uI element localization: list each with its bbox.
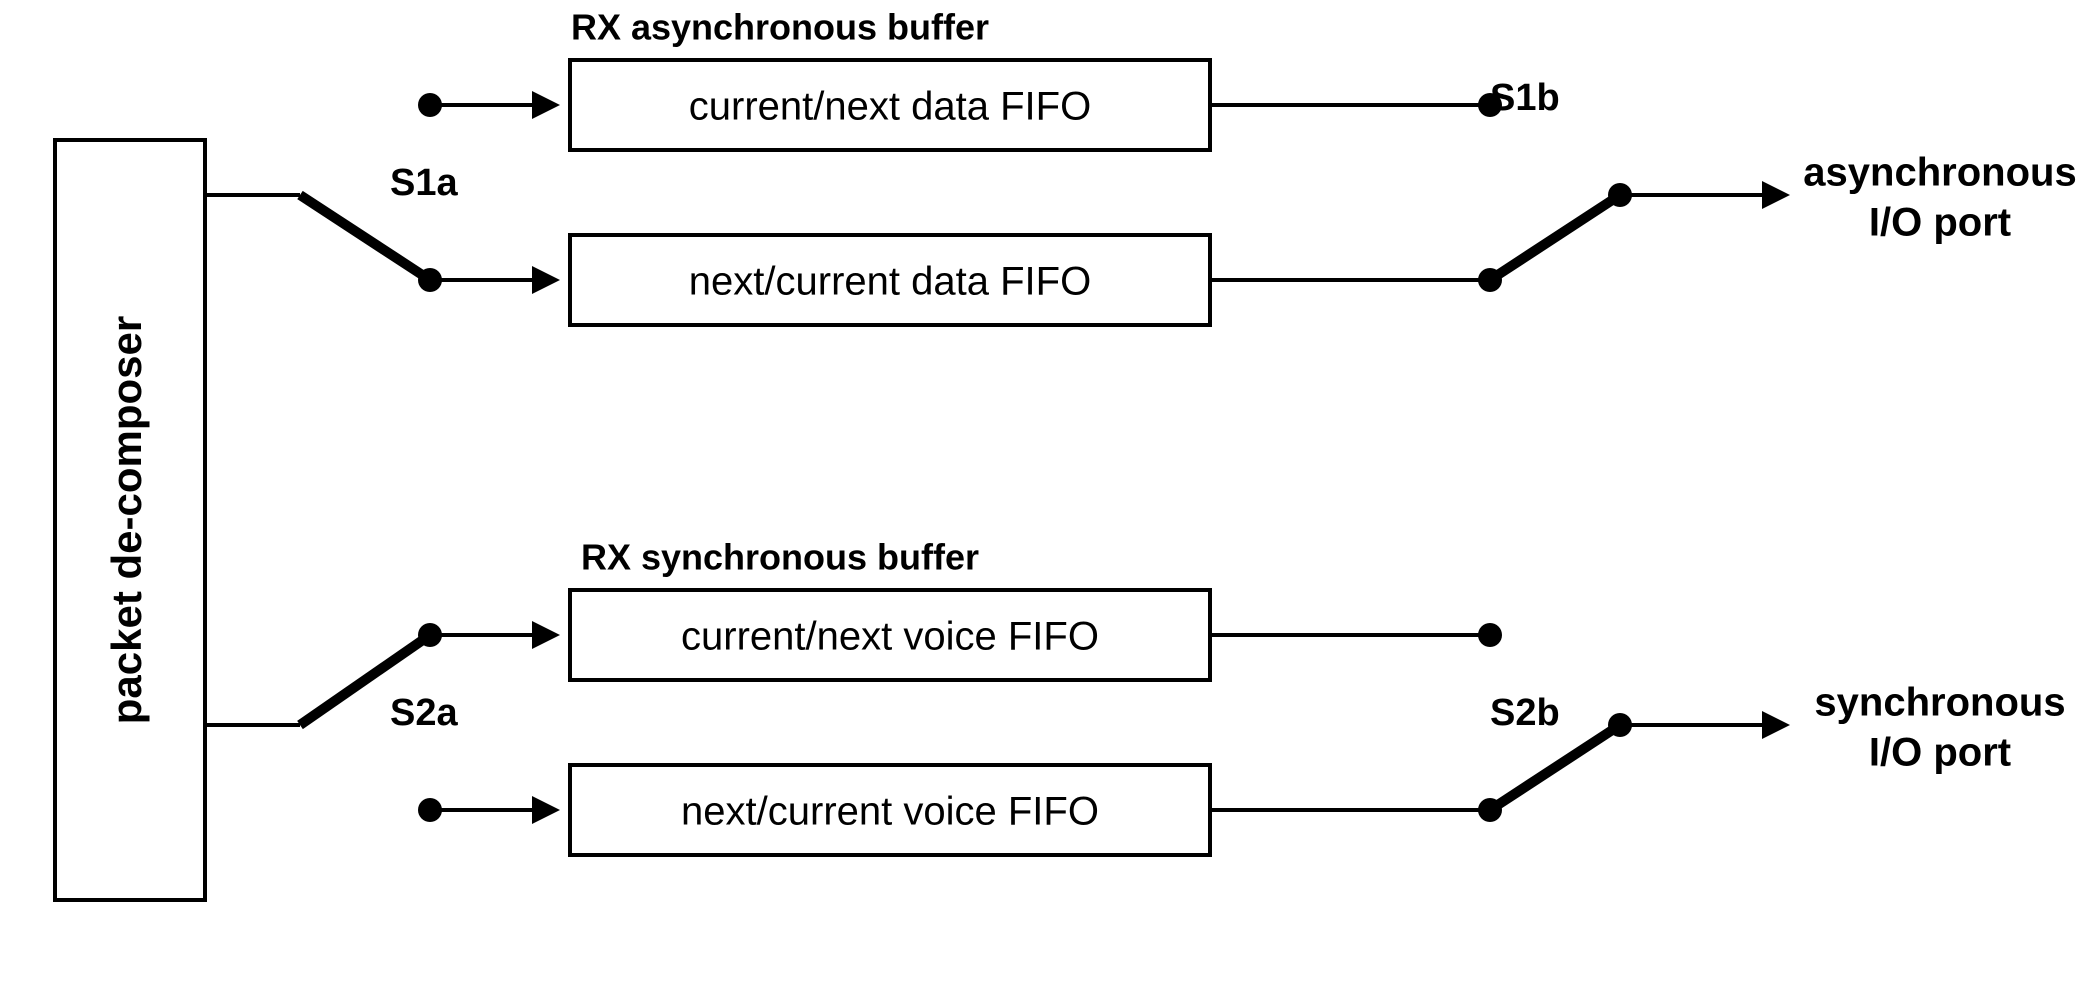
svg-text:next/current voice FIFO: next/current voice FIFO: [681, 790, 1099, 834]
svg-text:next/current data FIFO: next/current data FIFO: [689, 260, 1091, 304]
svg-text:I/O port: I/O port: [1869, 201, 2011, 245]
svg-text:I/O port: I/O port: [1869, 731, 2011, 775]
svg-text:S1b: S1b: [1490, 77, 1560, 119]
svg-text:RX asynchronous buffer: RX asynchronous buffer: [571, 7, 989, 48]
svg-text:S2a: S2a: [390, 692, 458, 734]
svg-text:current/next voice FIFO: current/next voice FIFO: [681, 615, 1099, 659]
svg-text:S1a: S1a: [390, 162, 458, 204]
packet-decomposer-label: packet de-composer: [103, 316, 150, 724]
svg-text:S2b: S2b: [1490, 692, 1560, 734]
svg-text:current/next data FIFO: current/next data FIFO: [689, 85, 1091, 129]
svg-text:RX synchronous buffer: RX synchronous buffer: [581, 537, 979, 578]
svg-text:asynchronous: asynchronous: [1803, 151, 2076, 195]
svg-text:synchronous: synchronous: [1814, 681, 2065, 725]
